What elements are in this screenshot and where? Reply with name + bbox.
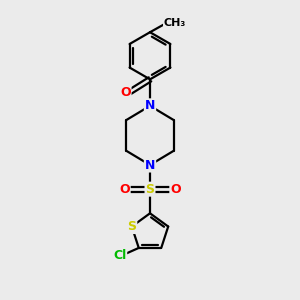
Text: O: O	[119, 183, 130, 196]
Text: O: O	[120, 86, 130, 99]
Text: S: S	[127, 220, 136, 233]
Text: CH₃: CH₃	[164, 17, 186, 28]
Text: S: S	[146, 183, 154, 196]
Text: Cl: Cl	[113, 249, 126, 262]
Text: N: N	[145, 158, 155, 172]
Text: O: O	[170, 183, 181, 196]
Text: N: N	[145, 99, 155, 112]
